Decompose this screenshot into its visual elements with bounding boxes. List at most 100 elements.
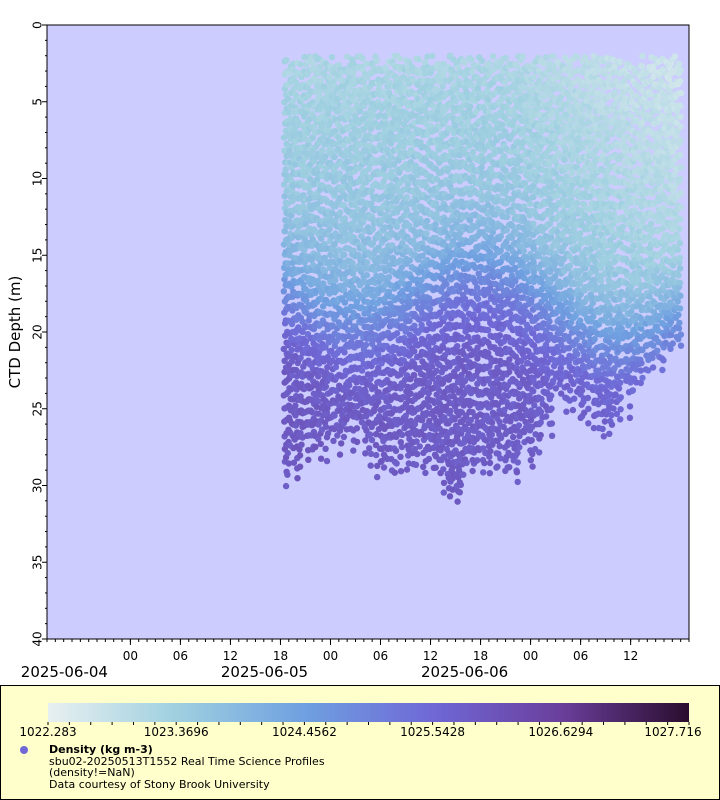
data-point <box>388 168 395 175</box>
data-point <box>390 161 398 168</box>
data-point <box>450 129 458 137</box>
data-point <box>416 443 423 450</box>
data-point <box>347 289 355 296</box>
data-point <box>450 56 457 63</box>
data-point <box>336 209 344 216</box>
data-point <box>298 179 306 186</box>
data-point <box>363 259 371 266</box>
data-point <box>326 290 333 297</box>
data-point <box>388 154 395 161</box>
data-point <box>340 77 347 85</box>
data-point <box>548 392 555 399</box>
data-point <box>425 403 433 410</box>
data-point <box>393 223 401 230</box>
data-point <box>436 146 443 153</box>
data-point <box>336 451 344 458</box>
data-point <box>375 398 382 406</box>
data-point <box>454 343 461 350</box>
data-point <box>324 353 331 361</box>
data-point <box>403 325 411 333</box>
data-point <box>355 132 363 139</box>
data-point <box>288 335 295 342</box>
data-point <box>326 74 333 81</box>
data-point <box>402 109 410 117</box>
data-point <box>291 125 299 132</box>
data-point <box>338 440 345 447</box>
data-point <box>486 453 493 460</box>
data-point <box>423 362 430 369</box>
data-point <box>457 454 464 462</box>
data-point <box>439 344 447 351</box>
data-point <box>452 98 459 105</box>
data-point <box>389 254 397 262</box>
data-point <box>340 141 347 149</box>
data-point <box>359 393 366 400</box>
data-point <box>548 420 556 427</box>
data-point <box>413 210 420 217</box>
data-point <box>340 286 348 294</box>
data-point <box>317 87 324 95</box>
data-point <box>514 449 521 456</box>
data-point <box>303 297 310 304</box>
data-point <box>419 303 427 310</box>
data-point <box>427 82 434 90</box>
data-point <box>420 463 427 470</box>
data-point <box>422 469 429 477</box>
data-point <box>301 135 308 142</box>
data-point <box>301 246 308 254</box>
data-point <box>418 321 425 329</box>
data-point <box>506 464 513 471</box>
data-point <box>393 460 400 467</box>
data-point <box>415 56 422 63</box>
data-point <box>474 85 482 92</box>
data-point <box>384 329 392 336</box>
data-point <box>316 63 324 70</box>
data-point <box>335 145 342 153</box>
data-point <box>461 146 468 154</box>
data-point <box>475 307 482 314</box>
data-point <box>313 176 321 183</box>
data-point <box>425 320 433 327</box>
data-point <box>419 252 426 260</box>
data-point <box>392 447 400 454</box>
data-point <box>282 166 289 173</box>
data-point <box>349 260 356 267</box>
data-point <box>452 122 459 129</box>
data-point <box>362 437 369 444</box>
data-point <box>364 298 371 306</box>
data-point <box>411 421 419 428</box>
data-point <box>473 284 481 291</box>
data-point <box>487 447 494 455</box>
data-point <box>413 438 420 445</box>
data-point <box>346 406 353 414</box>
data-point <box>284 449 291 457</box>
data-point <box>373 451 380 459</box>
data-point <box>377 112 384 119</box>
data-point <box>487 436 494 443</box>
data-point <box>280 288 287 295</box>
data-point <box>368 187 375 194</box>
data-point <box>331 342 338 350</box>
data-point <box>354 312 361 320</box>
data-point <box>323 457 331 465</box>
data-point <box>508 234 516 242</box>
data-point <box>552 145 559 152</box>
data-point <box>350 106 357 113</box>
data-point <box>488 204 495 211</box>
data-point <box>285 460 292 467</box>
data-point <box>516 444 523 451</box>
data-point <box>362 450 369 457</box>
data-point <box>369 286 376 293</box>
data-point <box>429 52 436 60</box>
data-point <box>366 445 373 452</box>
data-point <box>411 446 418 453</box>
data-point <box>322 383 330 390</box>
data-point <box>530 388 537 395</box>
data-point <box>341 299 349 306</box>
data-point <box>472 264 479 272</box>
data-point <box>349 270 357 277</box>
data-point <box>342 230 349 237</box>
data-point <box>488 419 496 426</box>
data-point <box>366 431 374 438</box>
data-point <box>433 367 440 375</box>
